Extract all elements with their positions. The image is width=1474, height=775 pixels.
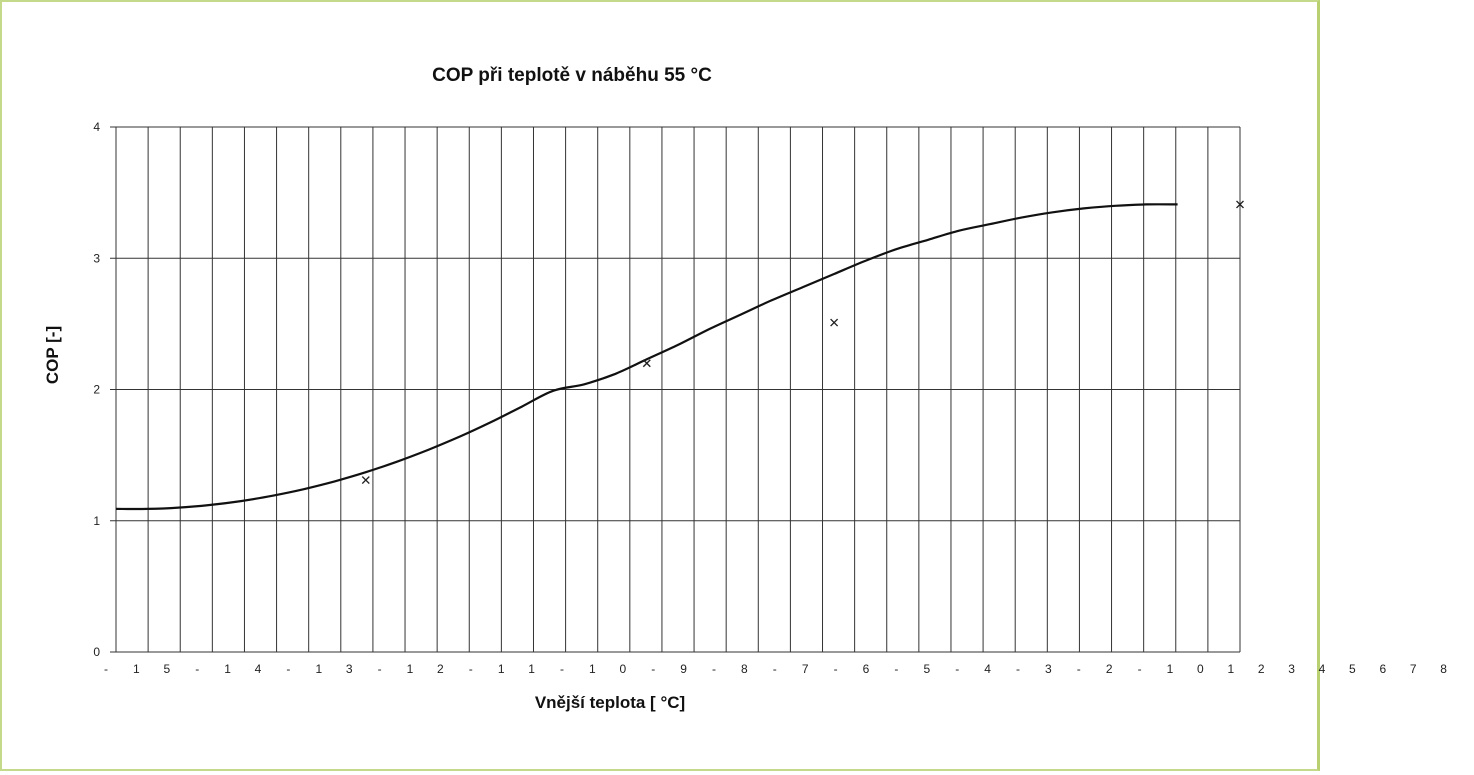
x-tick-label: - (955, 662, 959, 676)
x-tick-label: 9 (680, 662, 687, 676)
x-tick-label: - (378, 662, 382, 676)
x-tick-label: - (651, 662, 655, 676)
x-tick-label: 1 (589, 662, 596, 676)
x-tick-label: 5 (923, 662, 930, 676)
marker-stroke (642, 359, 651, 368)
y-tick-label: 3 (93, 251, 100, 265)
x-tick-label: - (469, 662, 473, 676)
x-tick-label: 2 (1106, 662, 1113, 676)
x-tick-label: - (834, 662, 838, 676)
x-tick-label: 4 (984, 662, 991, 676)
x-tick-label: - (894, 662, 898, 676)
marker-stroke (361, 476, 370, 485)
data-point-marker (361, 476, 370, 485)
x-tick-label: 5 (163, 662, 170, 676)
x-tick-label: 1 (1167, 662, 1174, 676)
x-tick-label: 3 (1288, 662, 1295, 676)
x-tick-label: 7 (802, 662, 809, 676)
x-tick-label: - (286, 662, 290, 676)
chart-title: COP při teplotě v náběhu 55 °C (432, 65, 712, 86)
x-tick-label: 1 (133, 662, 140, 676)
x-tick-label: - (560, 662, 564, 676)
x-tick-label: 1 (1227, 662, 1234, 676)
x-tick-label: 2 (1258, 662, 1265, 676)
x-tick-label: 1 (315, 662, 322, 676)
x-tick-label: - (773, 662, 777, 676)
series (115, 200, 1244, 511)
data-point-marker (830, 318, 839, 327)
x-ticks: - 1 5 - 1 4 - 1 3 - 1 2 - 1 1 - 1 0 - 9 - 8 - 7 - 6 - 5 - 4 - 3 - 2 - 1 0 1 2 3… (104, 662, 1447, 676)
x-tick-label: 0 (619, 662, 626, 676)
x-tick-label: 4 (1319, 662, 1326, 676)
x-tick-label: - (1016, 662, 1020, 676)
x-tick-label: 3 (346, 662, 353, 676)
x-tick-label: - (1138, 662, 1142, 676)
x-axis-label: Vnější teplota [ °C] (535, 693, 685, 712)
cop-curve (115, 203, 1178, 511)
x-tick-label: - (712, 662, 716, 676)
y-axis-label: COP [-] (43, 326, 62, 384)
marker-stroke (1236, 200, 1244, 209)
x-tick-label: 8 (741, 662, 748, 676)
x-tick-label: 1 (528, 662, 535, 676)
grid (110, 126, 1241, 653)
x-tick-label: 5 (1349, 662, 1356, 676)
x-tick-label: - (1077, 662, 1081, 676)
x-tick-label: - (104, 662, 108, 676)
x-tick-label: 7 (1410, 662, 1417, 676)
x-tick-label: 0 (1197, 662, 1204, 676)
y-tick-label: 0 (93, 645, 100, 659)
chart-frame (0, 0, 1320, 771)
y-tick-label: 4 (93, 120, 100, 134)
y-tick-label: 1 (93, 514, 100, 528)
x-tick-label: 8 (1440, 662, 1447, 676)
x-tick-label: 1 (224, 662, 231, 676)
marker-stroke (830, 318, 839, 327)
x-tick-label: 6 (863, 662, 870, 676)
x-tick-label: 2 (437, 662, 444, 676)
x-tick-label: 1 (407, 662, 414, 676)
x-tick-label: - (195, 662, 199, 676)
x-tick-label: 6 (1379, 662, 1386, 676)
y-tick-label: 2 (93, 383, 100, 397)
data-point-marker (642, 359, 651, 368)
x-tick-label: 3 (1045, 662, 1052, 676)
x-tick-label: 1 (498, 662, 505, 676)
x-tick-label: 4 (255, 662, 262, 676)
data-point-marker (1236, 200, 1244, 209)
y-ticks: 0 1 2 3 4 (93, 120, 100, 659)
